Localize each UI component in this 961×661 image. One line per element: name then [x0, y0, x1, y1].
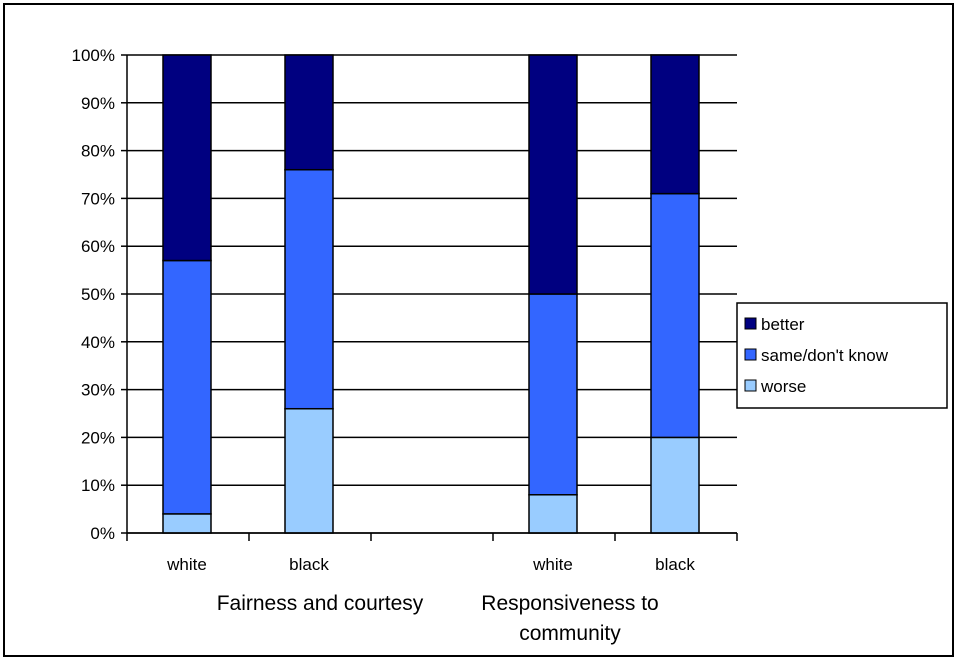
y-tick-label: 70% [81, 189, 115, 208]
legend-swatch [744, 348, 757, 361]
group-label: Responsiveness to [481, 592, 658, 615]
bar-segment [284, 54, 334, 171]
legend-label: worse [760, 377, 806, 396]
group-label: Fairness and courtesy [217, 592, 424, 615]
legend: better same/don't know worse [736, 302, 948, 409]
bar-segment [284, 407, 334, 534]
y-tick-label: 30% [81, 381, 115, 400]
bar-segment [528, 54, 578, 295]
y-tick-label: 50% [81, 285, 115, 304]
axes [121, 54, 738, 541]
y-tick-label: 60% [81, 237, 115, 256]
legend-label: same/don't know [761, 346, 889, 365]
x-tick-label: black [289, 555, 329, 574]
y-tick-labels: 0% 10% 20% 30% 40% 50% 60% 70% 80% 90% 100% [72, 46, 115, 543]
bar-segment [284, 168, 334, 410]
bar-segment [650, 436, 700, 534]
bar-segment [162, 54, 212, 262]
gridlines [127, 54, 737, 534]
group-label: community [519, 622, 621, 645]
y-tick-label: 10% [81, 476, 115, 495]
x-tick-label: white [532, 555, 573, 574]
y-tick-label: 40% [81, 333, 115, 352]
bar-segment [162, 259, 212, 515]
bar-segment [528, 494, 578, 534]
y-tick-label: 90% [81, 94, 115, 113]
x-tick-label: white [166, 555, 207, 574]
legend-label: better [761, 315, 805, 334]
y-tick-label: 100% [72, 46, 115, 65]
y-tick-label: 0% [90, 524, 115, 543]
legend-box [736, 302, 948, 409]
legend-swatch [744, 379, 757, 392]
bar-segment [650, 192, 700, 439]
legend-swatch [744, 317, 757, 330]
bar-segment [650, 54, 700, 195]
bar-segment [162, 513, 212, 534]
bar-segment [528, 293, 578, 496]
bars [162, 54, 700, 534]
group-labels: Fairness and courtesy Responsiveness to co… [217, 592, 659, 645]
y-tick-label: 20% [81, 428, 115, 447]
y-tick-label: 80% [81, 142, 115, 161]
x-tick-labels: white black white black [166, 555, 695, 574]
x-tick-label: black [655, 555, 695, 574]
